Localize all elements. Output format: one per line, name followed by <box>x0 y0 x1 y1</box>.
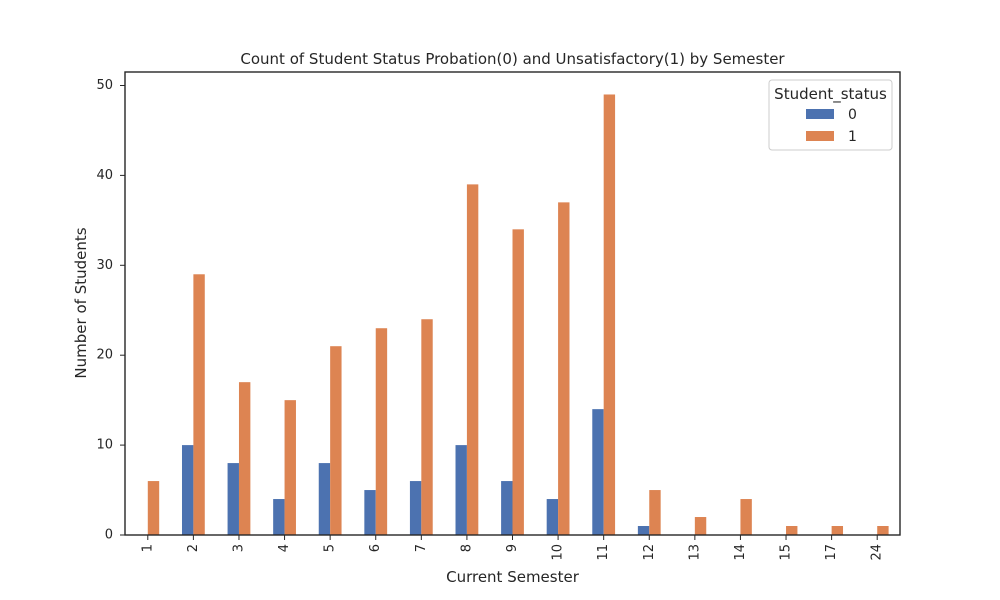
bar-series-1-10 <box>558 202 570 536</box>
y-axis-label: Number of Students <box>72 227 90 378</box>
legend: Student_status 0 1 <box>768 79 893 151</box>
bar-series-0-11 <box>592 409 604 535</box>
y-ticks-group: 0 10 20 30 40 50 <box>96 78 125 543</box>
bar-series-0-12 <box>637 526 650 535</box>
bar-series-1-5 <box>330 346 342 535</box>
bar-series-1-9 <box>512 229 524 535</box>
bar-series-1-8 <box>466 184 479 535</box>
x-tick-label: 11 <box>596 544 611 561</box>
legend-label-0: 0 <box>848 107 857 123</box>
bar-series-0-3 <box>227 463 239 535</box>
bar-series-1-4 <box>284 400 296 535</box>
y-tick-label: 40 <box>96 168 113 183</box>
bar-series-0-5 <box>318 463 331 535</box>
x-tick-label: 5 <box>323 544 338 552</box>
plot-frame <box>124 71 901 536</box>
bar-series-1-15 <box>786 526 798 535</box>
y-tick-label: 50 <box>96 78 113 93</box>
bar-series-0-2 <box>181 445 194 535</box>
x-tick-label: 7 <box>414 544 429 552</box>
x-tick-label: 6 <box>368 544 383 552</box>
bar-series-1-11 <box>603 94 616 535</box>
x-tick-label: 4 <box>277 544 292 552</box>
legend-title: Student_status <box>774 85 887 104</box>
x-tick-label: 13 <box>687 544 702 561</box>
y-tick-label: 20 <box>96 348 113 363</box>
y-tick-label: 10 <box>96 438 113 453</box>
bar-series-0-6 <box>364 490 376 535</box>
bar-series-1-24 <box>877 526 889 535</box>
x-tick-label: 24 <box>870 544 885 561</box>
bar-series-1-3 <box>238 382 251 535</box>
x-tick-label: 17 <box>824 544 839 561</box>
bar-series-1-17 <box>831 526 844 535</box>
bar-series-0-4 <box>273 499 285 535</box>
x-axis-label: Current Semester <box>446 568 580 586</box>
x-tick-label: 3 <box>231 544 246 552</box>
bar-series-0-9 <box>501 481 513 535</box>
x-tick-label: 10 <box>551 544 566 561</box>
y-tick-label: 0 <box>105 528 113 543</box>
bar-series-0-10 <box>546 499 559 535</box>
x-tick-label: 2 <box>186 544 201 552</box>
bars-group <box>147 94 889 536</box>
x-tick-label: 1 <box>140 544 155 552</box>
bar-series-0-7 <box>409 481 422 535</box>
x-tick-label: 15 <box>779 544 794 561</box>
x-tick-label: 8 <box>459 544 474 552</box>
bar-series-0-8 <box>455 445 467 535</box>
x-tick-label: 12 <box>642 544 657 561</box>
legend-swatch-1 <box>806 131 834 141</box>
bar-series-1-6 <box>375 328 388 535</box>
x-ticks-group: 1 2 3 4 5 6 7 8 9 10 11 12 13 14 15 17 24 <box>140 535 885 561</box>
x-tick-label: 9 <box>505 544 520 552</box>
bar-series-1-2 <box>193 274 205 535</box>
legend-swatch-0 <box>806 109 834 119</box>
x-tick-label: 14 <box>733 544 748 561</box>
bar-series-1-1 <box>147 481 160 535</box>
legend-label-1: 1 <box>848 129 857 145</box>
chart-title: Count of Student Status Probation(0) and… <box>240 50 785 68</box>
bar-series-1-7 <box>421 319 433 535</box>
bar-series-1-12 <box>649 490 661 535</box>
y-tick-label: 30 <box>96 258 113 273</box>
bar-series-1-14 <box>740 499 752 535</box>
bar-series-1-13 <box>694 517 707 535</box>
